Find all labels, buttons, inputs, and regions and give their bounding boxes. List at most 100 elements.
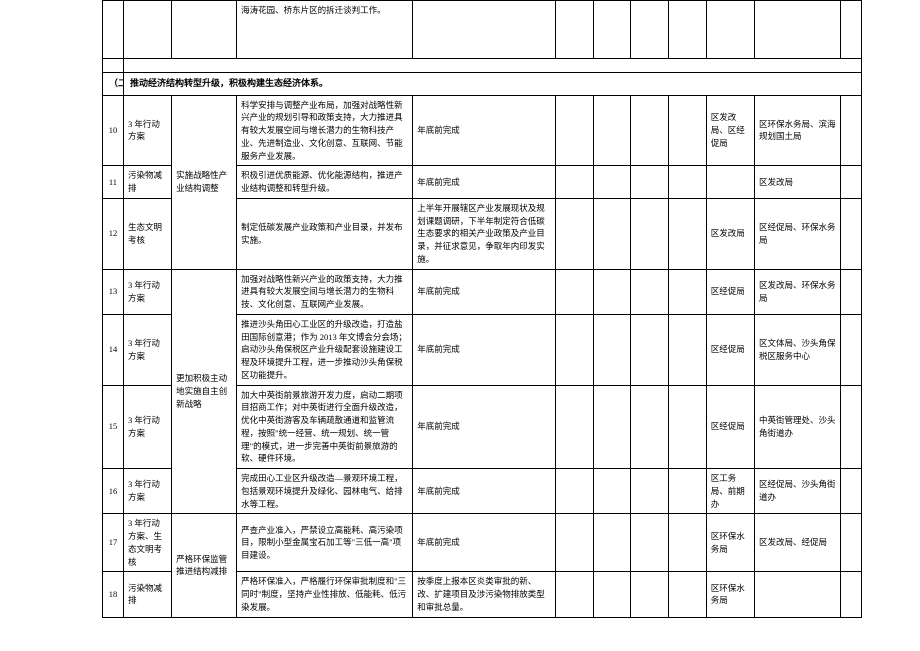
cell-end <box>840 572 861 617</box>
cell-desc: 完成田心工业区升级改造—景观环境工程，包括景观环境提升及绿化、园林电气、给排水等… <box>237 469 413 514</box>
cell-blank <box>669 314 707 385</box>
cell-deadline: 年底前完成 <box>413 95 556 166</box>
cell-num: 10 <box>103 95 124 166</box>
cell-blank <box>631 469 669 514</box>
cell-desc: 科学安排与调整产业布局，加强对战略性新兴产业的规划引导和政策支持，大力推进具有较… <box>237 95 413 166</box>
cell-blank <box>555 166 593 199</box>
cell-group: 更加积极主动地实施自主创新战略 <box>172 269 237 514</box>
cell-cat: 污染物减排 <box>123 166 171 199</box>
cell-blank <box>593 1 631 59</box>
cell-owner <box>706 1 754 59</box>
cell-blank <box>555 385 593 469</box>
cell-blank <box>593 314 631 385</box>
cell-blank <box>631 1 669 59</box>
cell-blank <box>555 1 593 59</box>
cell-blank <box>669 469 707 514</box>
section-title: 推动经济结构转型升级，积极构建生态经济体系。 <box>123 73 861 96</box>
cell-blank <box>593 514 631 572</box>
cell-blank <box>631 514 669 572</box>
cell-owner: 区发改局 <box>706 198 754 269</box>
cell-desc: 推进沙头角田心工业区的升级改造，打造盐田国际创意港；作为 2013 年文博会分会… <box>237 314 413 385</box>
cell-owner: 区经促局 <box>706 385 754 469</box>
cell-owner <box>706 166 754 199</box>
cell-assist: 区发改局、环保水务局 <box>754 269 840 314</box>
cell-owner: 区发改局、区经促局 <box>706 95 754 166</box>
cell-owner: 区环保水务局 <box>706 514 754 572</box>
cell-blank <box>593 269 631 314</box>
cell-group: 严格环保监管推进结构减排 <box>172 514 237 617</box>
cell-end <box>840 514 861 572</box>
section-header-row: （二） 推动经济结构转型升级，积极构建生态经济体系。 <box>103 73 862 96</box>
cell-blank <box>631 385 669 469</box>
cell-blank <box>555 572 593 617</box>
cell-owner: 区经促局 <box>706 314 754 385</box>
cell-assist <box>754 1 840 59</box>
cell-deadline: 年底前完成 <box>413 469 556 514</box>
cell-assist: 区环保水务局、滨海规划国土局 <box>754 95 840 166</box>
cell-assist: 区发改局、经促局 <box>754 514 840 572</box>
cell-blank <box>555 514 593 572</box>
cell-deadline: 年底前完成 <box>413 269 556 314</box>
cell-num: 17 <box>103 514 124 572</box>
cell-cat: 3 年行动方案、生态文明考核 <box>123 514 171 572</box>
cell-group <box>172 1 237 59</box>
cell-deadline: 年底前完成 <box>413 385 556 469</box>
cell-blank <box>593 469 631 514</box>
cell-cat: 污染物减排 <box>123 572 171 617</box>
cell-blank <box>593 385 631 469</box>
table-row: 13 3 年行动方案 更加积极主动地实施自主创新战略 加强对战略性新兴产业的政策… <box>103 269 862 314</box>
cell-cat <box>123 1 171 59</box>
cell-blank <box>631 198 669 269</box>
cell-blank <box>555 314 593 385</box>
cell-blank <box>669 572 707 617</box>
cell-desc: 严查产业准入，严禁设立高能耗、高污染项目，限制小型金属宝石加工等"三低一高"项目… <box>237 514 413 572</box>
cell-blank <box>555 269 593 314</box>
cell-num: 12 <box>103 198 124 269</box>
cell-desc: 加强对战略性新兴产业的政策支持，大力推进具有较大发展空间与增长潜力的生物科技、文… <box>237 269 413 314</box>
cell-num: 11 <box>103 166 124 199</box>
cell-deadline: 上半年开展辖区产业发展现状及规划课题调研，下半年制定符合低碳生态要求的相关产业政… <box>413 198 556 269</box>
cell-cat: 3 年行动方案 <box>123 269 171 314</box>
cell-assist: 中英街管理处、沙头角街道办 <box>754 385 840 469</box>
cell-blank <box>669 166 707 199</box>
cell-assist: 区经促局、沙头角街道办 <box>754 469 840 514</box>
cell-num: 18 <box>103 572 124 617</box>
cell-assist: 区经促局、环保水务局 <box>754 198 840 269</box>
cell-desc: 海涛花园、桥东片区的拆迁谈判工作。 <box>237 1 413 59</box>
cell-blank <box>555 198 593 269</box>
table-row: 17 3 年行动方案、生态文明考核 严格环保监管推进结构减排 严查产业准入，严禁… <box>103 514 862 572</box>
cell-blank <box>669 1 707 59</box>
policy-table: 海涛花园、桥东片区的拆迁谈判工作。 （二） 推动经济结构转型升级，积极构建生态经… <box>102 0 862 618</box>
cell-blank <box>593 572 631 617</box>
cell-assist: 区文体局、沙头角保税区服务中心 <box>754 314 840 385</box>
cell-blank <box>593 198 631 269</box>
cell-owner: 区环保水务局 <box>706 572 754 617</box>
cell-blank <box>631 572 669 617</box>
cell-end <box>840 385 861 469</box>
cell-deadline: 按季度上报本区炎类审批的新、改、扩建项目及涉污染物排放类型和审批总量。 <box>413 572 556 617</box>
table-row: 10 3 年行动方案 实施战略性产业结构调整 科学安排与调整产业布局，加强对战略… <box>103 95 862 166</box>
cell-group: 实施战略性产业结构调整 <box>172 95 237 269</box>
cell-end <box>840 469 861 514</box>
cell-blank <box>669 514 707 572</box>
cell-end <box>840 269 861 314</box>
cell-blank <box>555 95 593 166</box>
cell-blank <box>631 314 669 385</box>
section-label: （二） <box>103 73 124 96</box>
cell-desc: 制定低碳发展产业政策和产业目录，并发布实施。 <box>237 198 413 269</box>
cell-blank <box>669 385 707 469</box>
cell-cat: 3 年行动方案 <box>123 314 171 385</box>
cell-owner: 区工务局、前期办 <box>706 469 754 514</box>
cell-blank <box>669 95 707 166</box>
cell-assist <box>754 572 840 617</box>
cell-num <box>103 1 124 59</box>
cell-blank <box>669 269 707 314</box>
cell-end <box>840 198 861 269</box>
cell-assist: 区发改局 <box>754 166 840 199</box>
cell-desc: 积极引进优质能源、优化能源结构，推进产业结构调整和转型升级。 <box>237 166 413 199</box>
cell-blank <box>631 269 669 314</box>
cell-end <box>840 314 861 385</box>
cell-desc: 加大中英街前景旅游开发力度，启动二期项目招商工作；对中英街进行全面升级改造，优化… <box>237 385 413 469</box>
table-row: 海涛花园、桥东片区的拆迁谈判工作。 <box>103 1 862 59</box>
cell-blank <box>593 166 631 199</box>
